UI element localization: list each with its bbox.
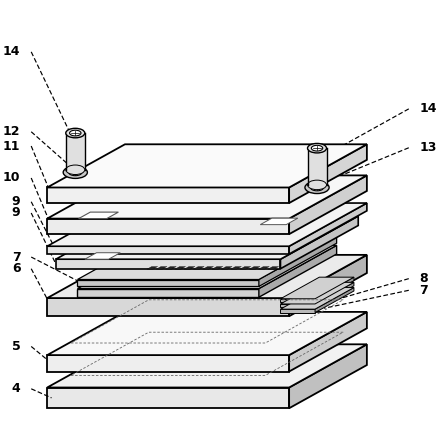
Text: 10: 10 [3, 172, 20, 184]
Polygon shape [47, 144, 367, 187]
Polygon shape [289, 144, 367, 203]
Polygon shape [77, 245, 337, 289]
Ellipse shape [70, 130, 81, 136]
Polygon shape [280, 309, 315, 313]
Ellipse shape [308, 143, 326, 153]
Ellipse shape [308, 180, 326, 190]
Polygon shape [77, 280, 259, 286]
Polygon shape [308, 148, 326, 185]
Polygon shape [240, 267, 251, 269]
Polygon shape [280, 283, 354, 304]
Text: 6: 6 [12, 262, 20, 275]
Polygon shape [260, 218, 298, 225]
Polygon shape [47, 355, 289, 372]
Text: 4: 4 [12, 382, 20, 395]
Polygon shape [289, 203, 367, 254]
Polygon shape [165, 267, 176, 269]
Ellipse shape [63, 166, 88, 178]
Polygon shape [47, 344, 367, 388]
Polygon shape [147, 267, 158, 269]
Ellipse shape [312, 145, 323, 151]
Polygon shape [47, 175, 367, 219]
Text: 9: 9 [12, 206, 20, 219]
Polygon shape [259, 245, 337, 297]
Polygon shape [280, 288, 354, 309]
Ellipse shape [66, 165, 85, 175]
Polygon shape [268, 267, 279, 269]
Polygon shape [77, 236, 337, 280]
Polygon shape [56, 216, 358, 259]
Polygon shape [194, 267, 204, 269]
Polygon shape [280, 277, 354, 299]
Polygon shape [259, 236, 337, 286]
Ellipse shape [305, 181, 329, 194]
Ellipse shape [69, 169, 82, 176]
Polygon shape [289, 175, 367, 234]
Polygon shape [47, 246, 289, 254]
Ellipse shape [310, 184, 324, 191]
Polygon shape [289, 255, 367, 316]
Text: 11: 11 [3, 140, 20, 152]
Polygon shape [56, 259, 280, 269]
Polygon shape [66, 133, 85, 170]
Polygon shape [47, 388, 289, 408]
Polygon shape [315, 277, 354, 302]
Polygon shape [90, 227, 284, 253]
Polygon shape [315, 283, 354, 308]
Text: 14: 14 [3, 45, 20, 58]
Polygon shape [315, 288, 354, 313]
Polygon shape [289, 344, 367, 408]
Polygon shape [47, 187, 289, 203]
Text: 13: 13 [420, 141, 437, 154]
Text: 14: 14 [420, 102, 437, 115]
Polygon shape [79, 212, 118, 219]
Polygon shape [156, 267, 167, 269]
Polygon shape [47, 312, 367, 355]
Polygon shape [47, 203, 367, 246]
Text: 9: 9 [12, 195, 20, 208]
Polygon shape [289, 312, 367, 372]
Text: 7: 7 [420, 284, 428, 297]
Polygon shape [221, 267, 232, 269]
Ellipse shape [66, 128, 85, 138]
Polygon shape [47, 255, 367, 298]
Polygon shape [280, 299, 315, 302]
Polygon shape [175, 267, 186, 269]
Text: 8: 8 [420, 272, 428, 285]
Polygon shape [77, 289, 259, 297]
Polygon shape [280, 216, 358, 269]
Polygon shape [47, 219, 289, 234]
Polygon shape [249, 267, 260, 269]
Polygon shape [259, 267, 269, 269]
Polygon shape [203, 267, 213, 269]
Polygon shape [85, 253, 120, 259]
Polygon shape [280, 304, 315, 308]
Polygon shape [212, 267, 223, 269]
Polygon shape [47, 298, 289, 316]
Polygon shape [184, 267, 195, 269]
Text: 7: 7 [12, 251, 20, 264]
Text: 5: 5 [12, 340, 20, 353]
Polygon shape [231, 267, 242, 269]
Text: 12: 12 [3, 125, 20, 138]
